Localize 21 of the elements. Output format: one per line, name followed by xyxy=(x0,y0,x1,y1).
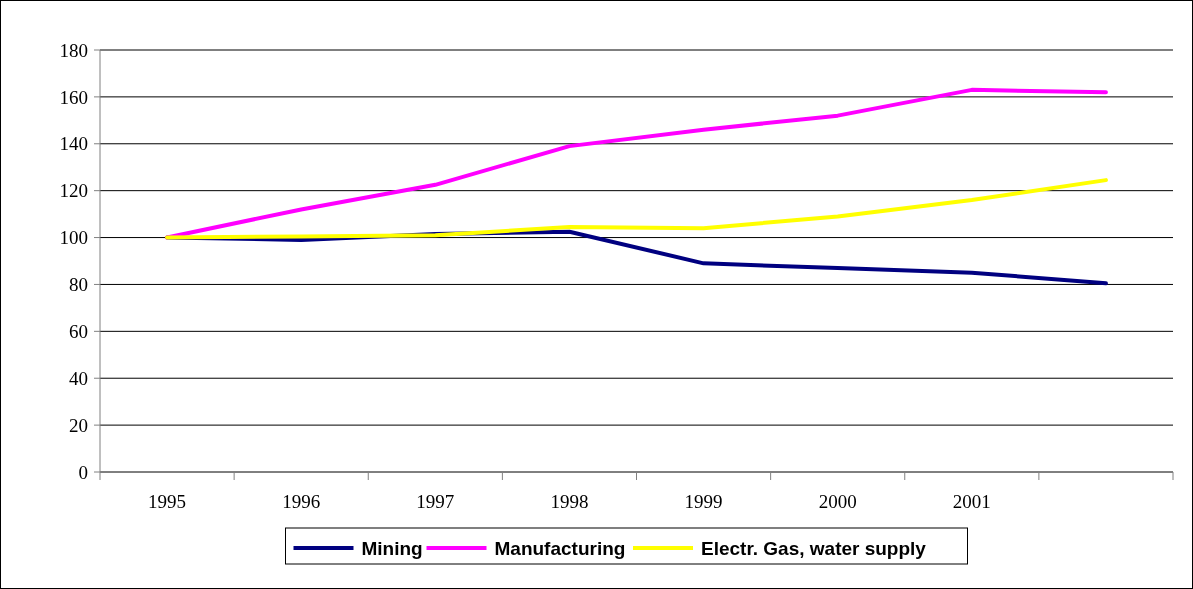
x-tick-label: 1995 xyxy=(148,491,187,512)
x-tick-label: 1997 xyxy=(416,491,455,512)
y-tick-label: 0 xyxy=(78,461,88,483)
x-tick-label: 1996 xyxy=(282,491,321,512)
y-tick-label: 140 xyxy=(59,133,88,155)
x-tick-label: 1998 xyxy=(550,491,589,512)
legend-label: Mining xyxy=(361,537,423,559)
legend-label: Electr. Gas, water supply xyxy=(701,537,927,559)
y-tick-label: 80 xyxy=(69,274,88,296)
line-series xyxy=(165,178,1108,240)
y-tick-label: 40 xyxy=(69,367,88,389)
y-tick-label: 160 xyxy=(59,86,88,108)
y-tick-label: 60 xyxy=(69,320,88,342)
x-tick-label: 1999 xyxy=(684,491,723,512)
y-tick-label: 180 xyxy=(59,39,88,61)
legend-label: Manufacturing xyxy=(494,537,626,559)
x-tick-label: 2000 xyxy=(818,491,857,512)
y-tick-label: 20 xyxy=(69,414,88,436)
y-tick-label: 120 xyxy=(59,180,88,202)
x-tick-label: 2001 xyxy=(952,491,991,512)
y-tick-label: 100 xyxy=(59,227,88,249)
